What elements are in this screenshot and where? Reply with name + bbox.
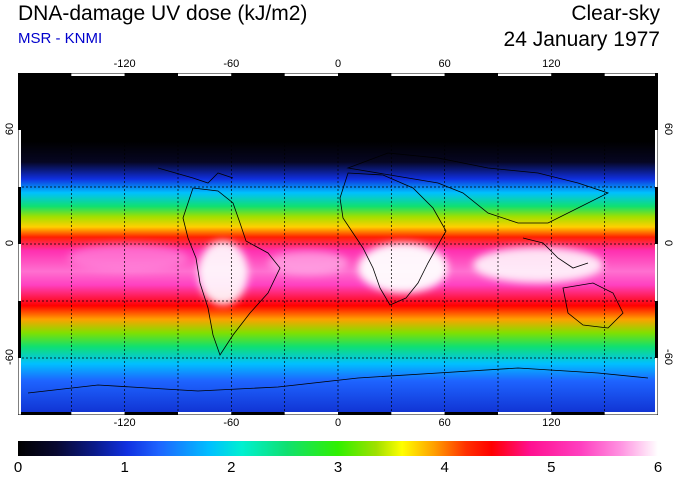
frame-segment [498, 412, 552, 415]
frame-segment [338, 73, 392, 76]
longitude-label-top: 0 [334, 58, 342, 70]
longitude-label-top: -120 [113, 58, 136, 70]
latitude-label-right: 0 [662, 239, 674, 247]
frame-segment [391, 73, 445, 76]
frame-segment [18, 130, 21, 187]
latitude-label-left: -60 [4, 349, 16, 365]
colorbar-label: 6 [653, 459, 663, 476]
colorbar-label: 2 [227, 459, 236, 476]
frame-segment [655, 358, 658, 415]
frame-segment [551, 412, 605, 415]
frame-segment [18, 73, 72, 76]
colorbar-label: 3 [333, 459, 343, 476]
frame-segment [284, 412, 338, 415]
frame-segment [231, 412, 285, 415]
frame-segment [604, 73, 658, 76]
frame-segment [498, 73, 552, 76]
longitude-label-top: 60 [438, 58, 451, 70]
frame-segment [71, 412, 125, 415]
coastlines [27, 152, 649, 394]
longitude-label-top: 120 [542, 58, 561, 70]
frame-segment [444, 412, 498, 415]
frame-segment [178, 412, 232, 415]
colorbar-label: 0 [13, 459, 23, 476]
frame-segment [18, 73, 21, 130]
map-title: DNA-damage UV dose (kJ/m2) [18, 2, 308, 25]
frame-segment [18, 358, 21, 415]
frame-segment [655, 301, 658, 358]
map-date: 24 January 1977 [503, 28, 660, 51]
frame-segment [655, 73, 658, 130]
frame-segment [18, 412, 72, 415]
latitude-label-left: 60 [4, 122, 16, 136]
colorbar-label: 5 [547, 459, 556, 476]
longitude-label-bottom: 120 [542, 417, 561, 429]
colorbar [18, 441, 658, 456]
frame-segment [71, 73, 125, 76]
frame-segment [391, 412, 445, 415]
latitude-label-left: 0 [4, 239, 16, 247]
frame-segment [18, 301, 21, 358]
frame-segment [551, 73, 605, 76]
frame-segment [338, 412, 392, 415]
frame-segment [124, 412, 178, 415]
longitude-label-bottom: -120 [113, 417, 136, 429]
latitude-label-right: 60 [662, 122, 674, 136]
frame-segment [655, 130, 658, 187]
map-frame [18, 73, 658, 415]
peak-dose-areas [68, 241, 603, 305]
frame-segment [18, 244, 21, 301]
frame-segment [655, 244, 658, 301]
colorbar-label: 1 [120, 459, 129, 476]
graticule [18, 73, 658, 415]
uv-dose-map [18, 73, 658, 415]
longitude-label-top: -60 [223, 58, 240, 70]
frame-segment [178, 73, 232, 76]
frame-segment [124, 73, 178, 76]
frame-segment [284, 73, 338, 76]
longitude-label-bottom: 0 [334, 417, 342, 429]
source-label: MSR - KNMI [18, 30, 103, 47]
frame-segment [655, 187, 658, 244]
longitude-label-bottom: 60 [438, 417, 451, 429]
sky-condition: Clear-sky [571, 2, 660, 25]
frame-segment [231, 73, 285, 76]
latitude-label-right: -60 [662, 349, 674, 365]
colorbar-label: 4 [440, 459, 449, 476]
longitude-label-bottom: -60 [223, 417, 240, 429]
frame-segment [444, 73, 498, 76]
frame-segment [18, 187, 21, 244]
frame-segment [604, 412, 658, 415]
